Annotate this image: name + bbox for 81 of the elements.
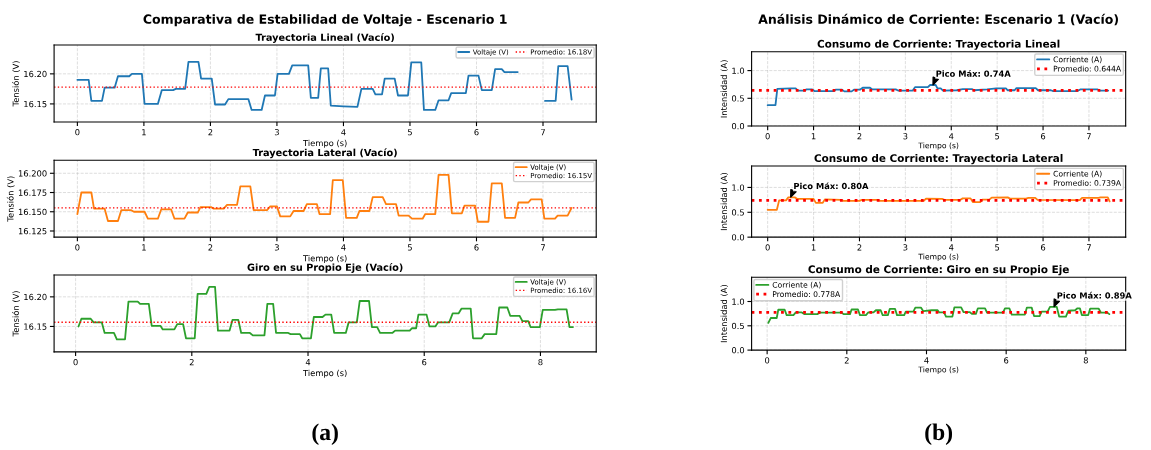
- y-tick-label: 16.15: [24, 100, 47, 108]
- y-axis-title: Tensión (V): [12, 61, 20, 107]
- x-tick-label: 4: [341, 129, 346, 136]
- x-tick-label: 6: [474, 244, 479, 251]
- x-tick-label: 6: [474, 129, 479, 136]
- chart-title: Consumo de Corriente: Giro en su Propio Eje: [808, 265, 1069, 276]
- y-tick-label: 16.20: [24, 70, 47, 78]
- x-tick-label: 1: [142, 129, 146, 136]
- x-tick-label: 3: [274, 244, 279, 251]
- chart-title: Consumo de Corriente: Trayectoria Lineal: [817, 39, 1060, 50]
- y-tick-label: 0.0: [731, 347, 745, 354]
- x-tick-label: 0: [765, 244, 770, 251]
- y-tick-label: 16.175: [18, 189, 47, 196]
- y-tick-label: 16.20: [24, 293, 47, 301]
- x-tick-label: 0: [73, 358, 78, 366]
- x-tick-label: 4: [949, 244, 954, 251]
- y-axis-title: Intensidad (A): [720, 60, 728, 118]
- x-tick-label: 1: [142, 244, 146, 251]
- x-tick-label: 1: [811, 244, 816, 251]
- x-tick-label: 6: [422, 358, 427, 366]
- y-axis-title: Tensión (V): [12, 291, 20, 337]
- text: (a): [312, 423, 338, 445]
- text: (b): [925, 423, 953, 445]
- x-tick-label: 7: [1086, 244, 1091, 251]
- x-tick-label: 4: [305, 359, 311, 366]
- x-tick-label: 8: [538, 358, 543, 366]
- x-tick-label: 3: [903, 244, 908, 251]
- x-tick-label: 3: [274, 129, 279, 136]
- x-tick-label: 0: [75, 129, 80, 136]
- x-tick-label: 5: [995, 244, 1000, 251]
- x-tick-label: 2: [844, 357, 849, 364]
- x-tick-label: 5: [407, 129, 412, 136]
- x-tick-label: 7: [541, 129, 545, 136]
- x-tick-label: 0: [765, 357, 770, 364]
- y-tick-label: 0.0: [731, 122, 745, 130]
- x-tick-label: 2: [189, 358, 194, 366]
- x-tick-label: 4: [949, 133, 954, 140]
- y-tick-label: 0.5: [731, 322, 744, 330]
- y-axis-title: Tensión (V): [6, 176, 15, 222]
- text: Comparativa de Estabilidad de Voltaje - Escenario 1: [143, 14, 507, 27]
- x-tick-label: 6: [1040, 244, 1046, 251]
- x-tick-label: 2: [857, 133, 862, 140]
- x-tick-label: 7: [1086, 133, 1091, 140]
- y-tick-label: 16.125: [18, 227, 47, 235]
- x-tick-label: 5: [995, 133, 1000, 140]
- y-tick-label: 0.0: [731, 234, 745, 241]
- chart-title: Trayectoria Lineal (Vacío): [255, 33, 394, 43]
- y-tick-label: 16.150: [18, 208, 47, 216]
- y-tick-label: 0.5: [731, 95, 744, 102]
- x-tick-label: 2: [208, 244, 213, 251]
- x-tick-label: 0: [765, 133, 770, 140]
- y-axis-title: Intensidad (A): [720, 173, 728, 231]
- annotation: Pico Máx: 0.74A: [936, 70, 1011, 77]
- x-tick-label: 3: [903, 133, 908, 140]
- x-axis-title: Tiempo (s): [303, 254, 347, 263]
- x-tick-label: 8: [1083, 357, 1088, 364]
- y-tick-label: 16.15: [24, 323, 47, 330]
- x-tick-label: 1: [811, 133, 816, 140]
- y-tick-label: 0.5: [731, 209, 744, 216]
- x-tick-label: 2: [208, 129, 213, 136]
- x-tick-label: 6: [1004, 357, 1009, 364]
- y-tick-label: 16.200: [18, 170, 47, 177]
- x-tick-label: 7: [541, 244, 545, 251]
- annotation: Pico Máx: 0.80A: [794, 182, 869, 190]
- x-tick-label: 4: [924, 357, 929, 364]
- y-tick-label: 1.0: [732, 184, 745, 191]
- x-tick-label: 5: [407, 244, 412, 251]
- text: Análisis Dinámico de Corriente: Escenario 1 (Vacío): [758, 13, 1118, 26]
- x-axis-title: Tiempo (s): [303, 369, 347, 378]
- x-tick-label: 6: [1040, 133, 1046, 140]
- y-tick-label: 1.0: [732, 298, 745, 305]
- x-axis-title: Tiempo (s): [303, 139, 347, 148]
- chart-title: Consumo de Corriente: Trayectoria Lateral: [814, 153, 1063, 165]
- x-tick-label: 2: [857, 244, 862, 251]
- x-tick-label: 4: [341, 244, 346, 251]
- y-tick-label: 1.0: [732, 67, 745, 74]
- chart-title: Giro en su Propio Eje (Vacío): [247, 263, 403, 273]
- annotation: Pico Máx: 0.89A: [1057, 291, 1132, 299]
- chart-title: Trayectoria Lateral (Vacío): [252, 148, 397, 159]
- x-tick-label: 0: [75, 244, 80, 251]
- y-axis-title: Intensidad (A): [720, 285, 728, 343]
